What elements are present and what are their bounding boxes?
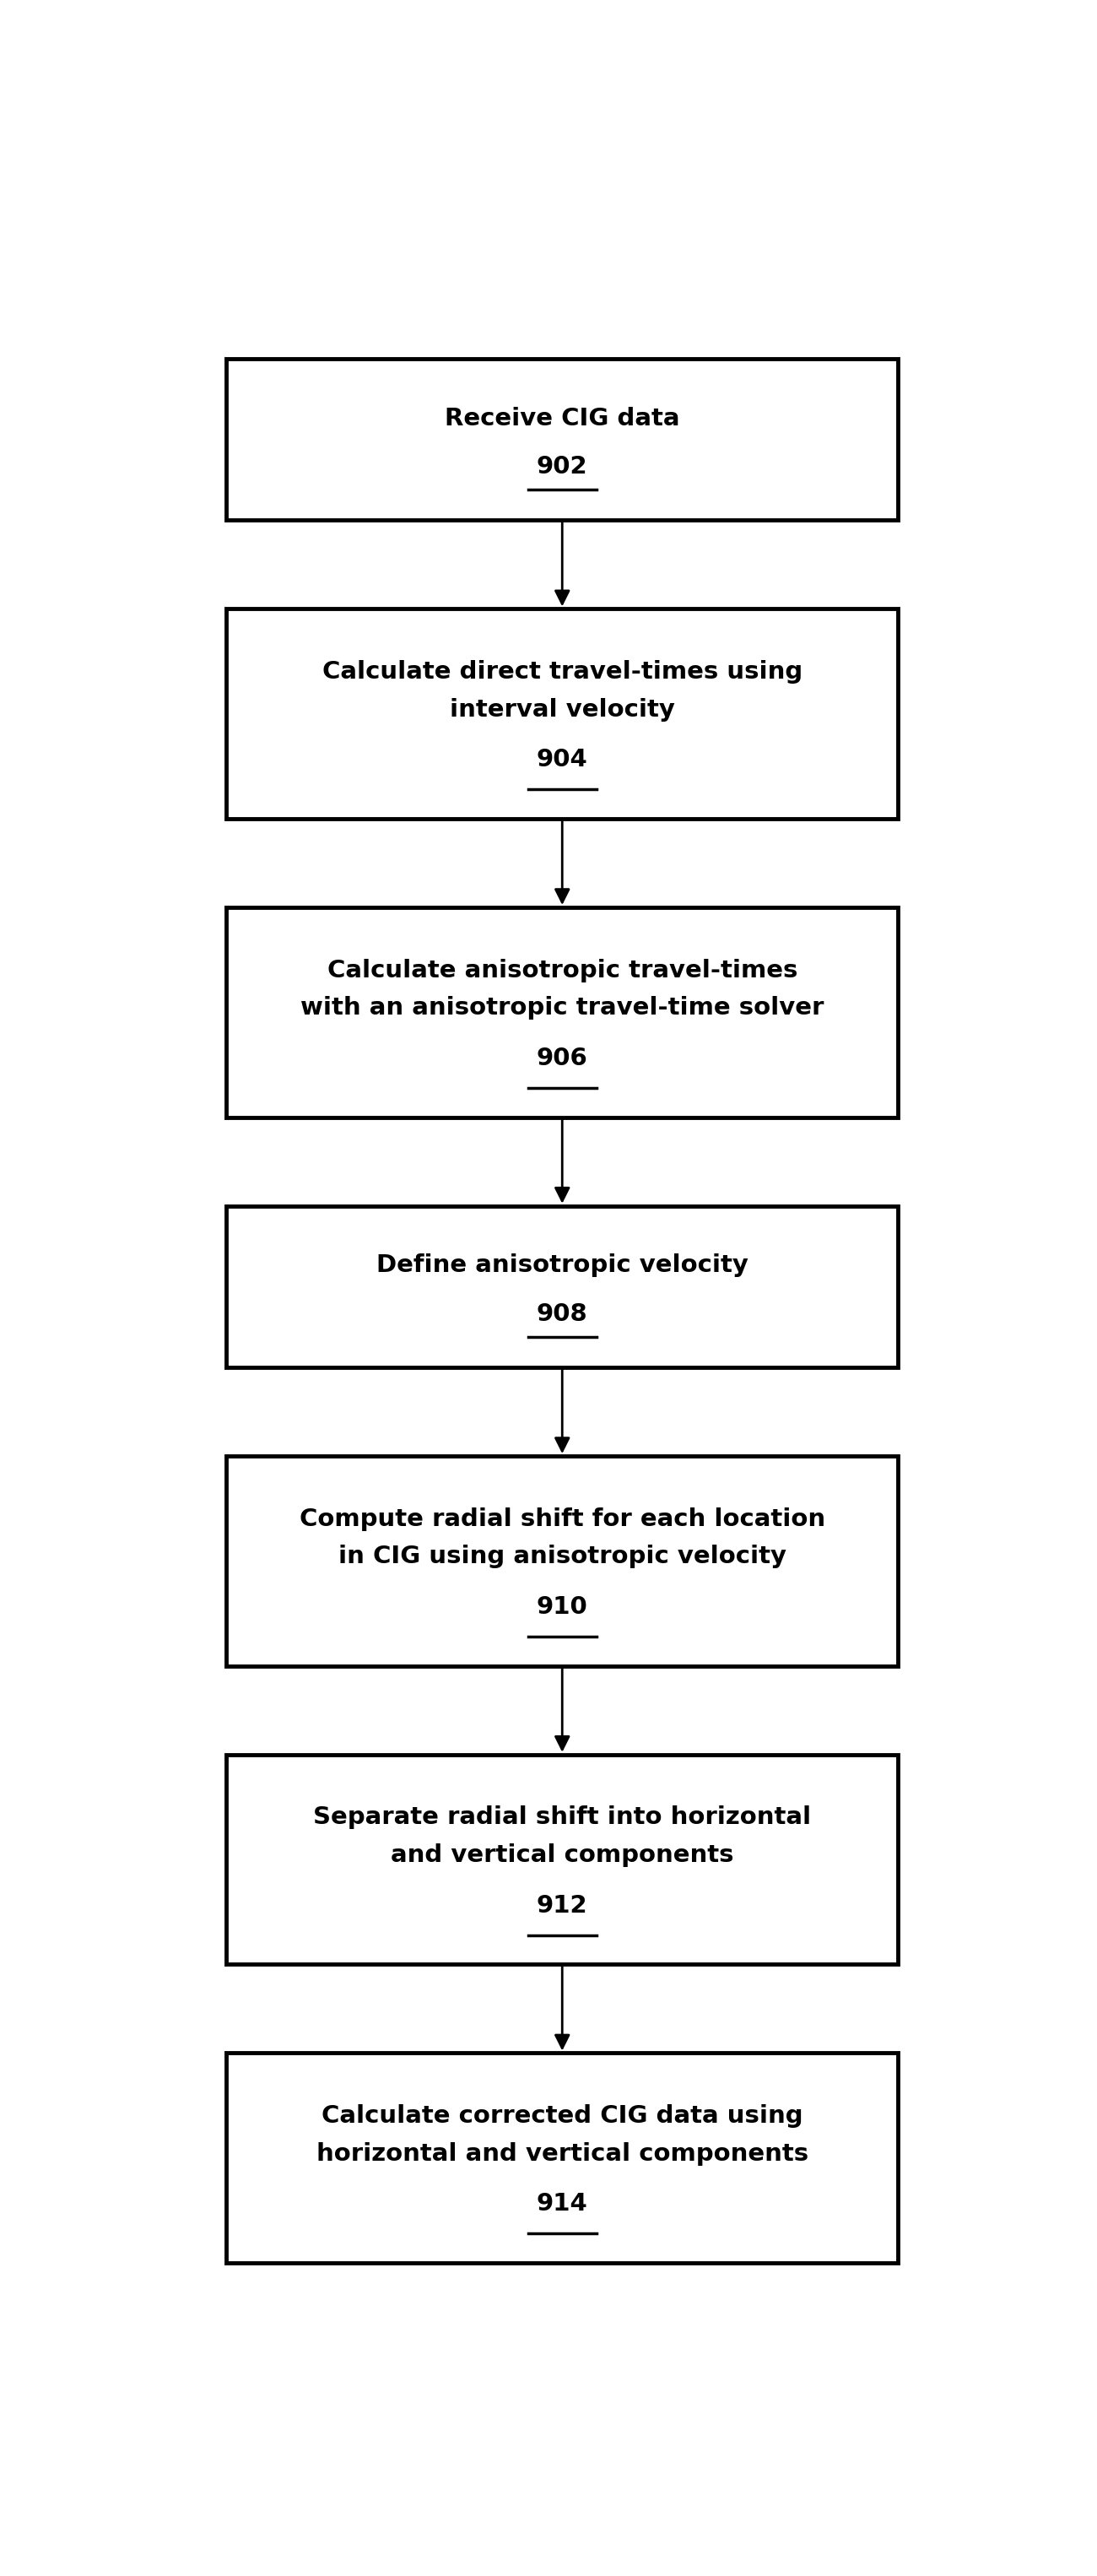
Text: and vertical components: and vertical components xyxy=(391,1844,734,1868)
Text: with an anisotropic travel-time solver: with an anisotropic travel-time solver xyxy=(301,997,824,1020)
Text: 906: 906 xyxy=(536,1046,588,1069)
FancyBboxPatch shape xyxy=(226,608,898,819)
FancyBboxPatch shape xyxy=(226,2053,898,2262)
FancyBboxPatch shape xyxy=(226,1455,898,1667)
Text: Calculate direct travel-times using: Calculate direct travel-times using xyxy=(323,659,802,683)
FancyBboxPatch shape xyxy=(226,907,898,1118)
Text: Separate radial shift into horizontal: Separate radial shift into horizontal xyxy=(314,1806,811,1829)
Text: 910: 910 xyxy=(536,1595,588,1618)
Text: Calculate anisotropic travel-times: Calculate anisotropic travel-times xyxy=(327,958,798,981)
Text: 908: 908 xyxy=(536,1303,588,1327)
Text: 902: 902 xyxy=(536,456,588,479)
Text: in CIG using anisotropic velocity: in CIG using anisotropic velocity xyxy=(338,1546,787,1569)
Text: Calculate corrected CIG data using: Calculate corrected CIG data using xyxy=(321,2105,803,2128)
Text: Receive CIG data: Receive CIG data xyxy=(444,407,680,430)
Text: interval velocity: interval velocity xyxy=(450,698,675,721)
FancyBboxPatch shape xyxy=(226,1754,898,1965)
Text: Define anisotropic velocity: Define anisotropic velocity xyxy=(376,1255,748,1278)
Text: 914: 914 xyxy=(536,2192,588,2215)
FancyBboxPatch shape xyxy=(226,1206,898,1368)
Text: Compute radial shift for each location: Compute radial shift for each location xyxy=(299,1507,825,1530)
FancyBboxPatch shape xyxy=(226,358,898,520)
Text: horizontal and vertical components: horizontal and vertical components xyxy=(316,2143,808,2166)
Text: 904: 904 xyxy=(536,747,588,773)
Text: 912: 912 xyxy=(536,1893,588,1917)
